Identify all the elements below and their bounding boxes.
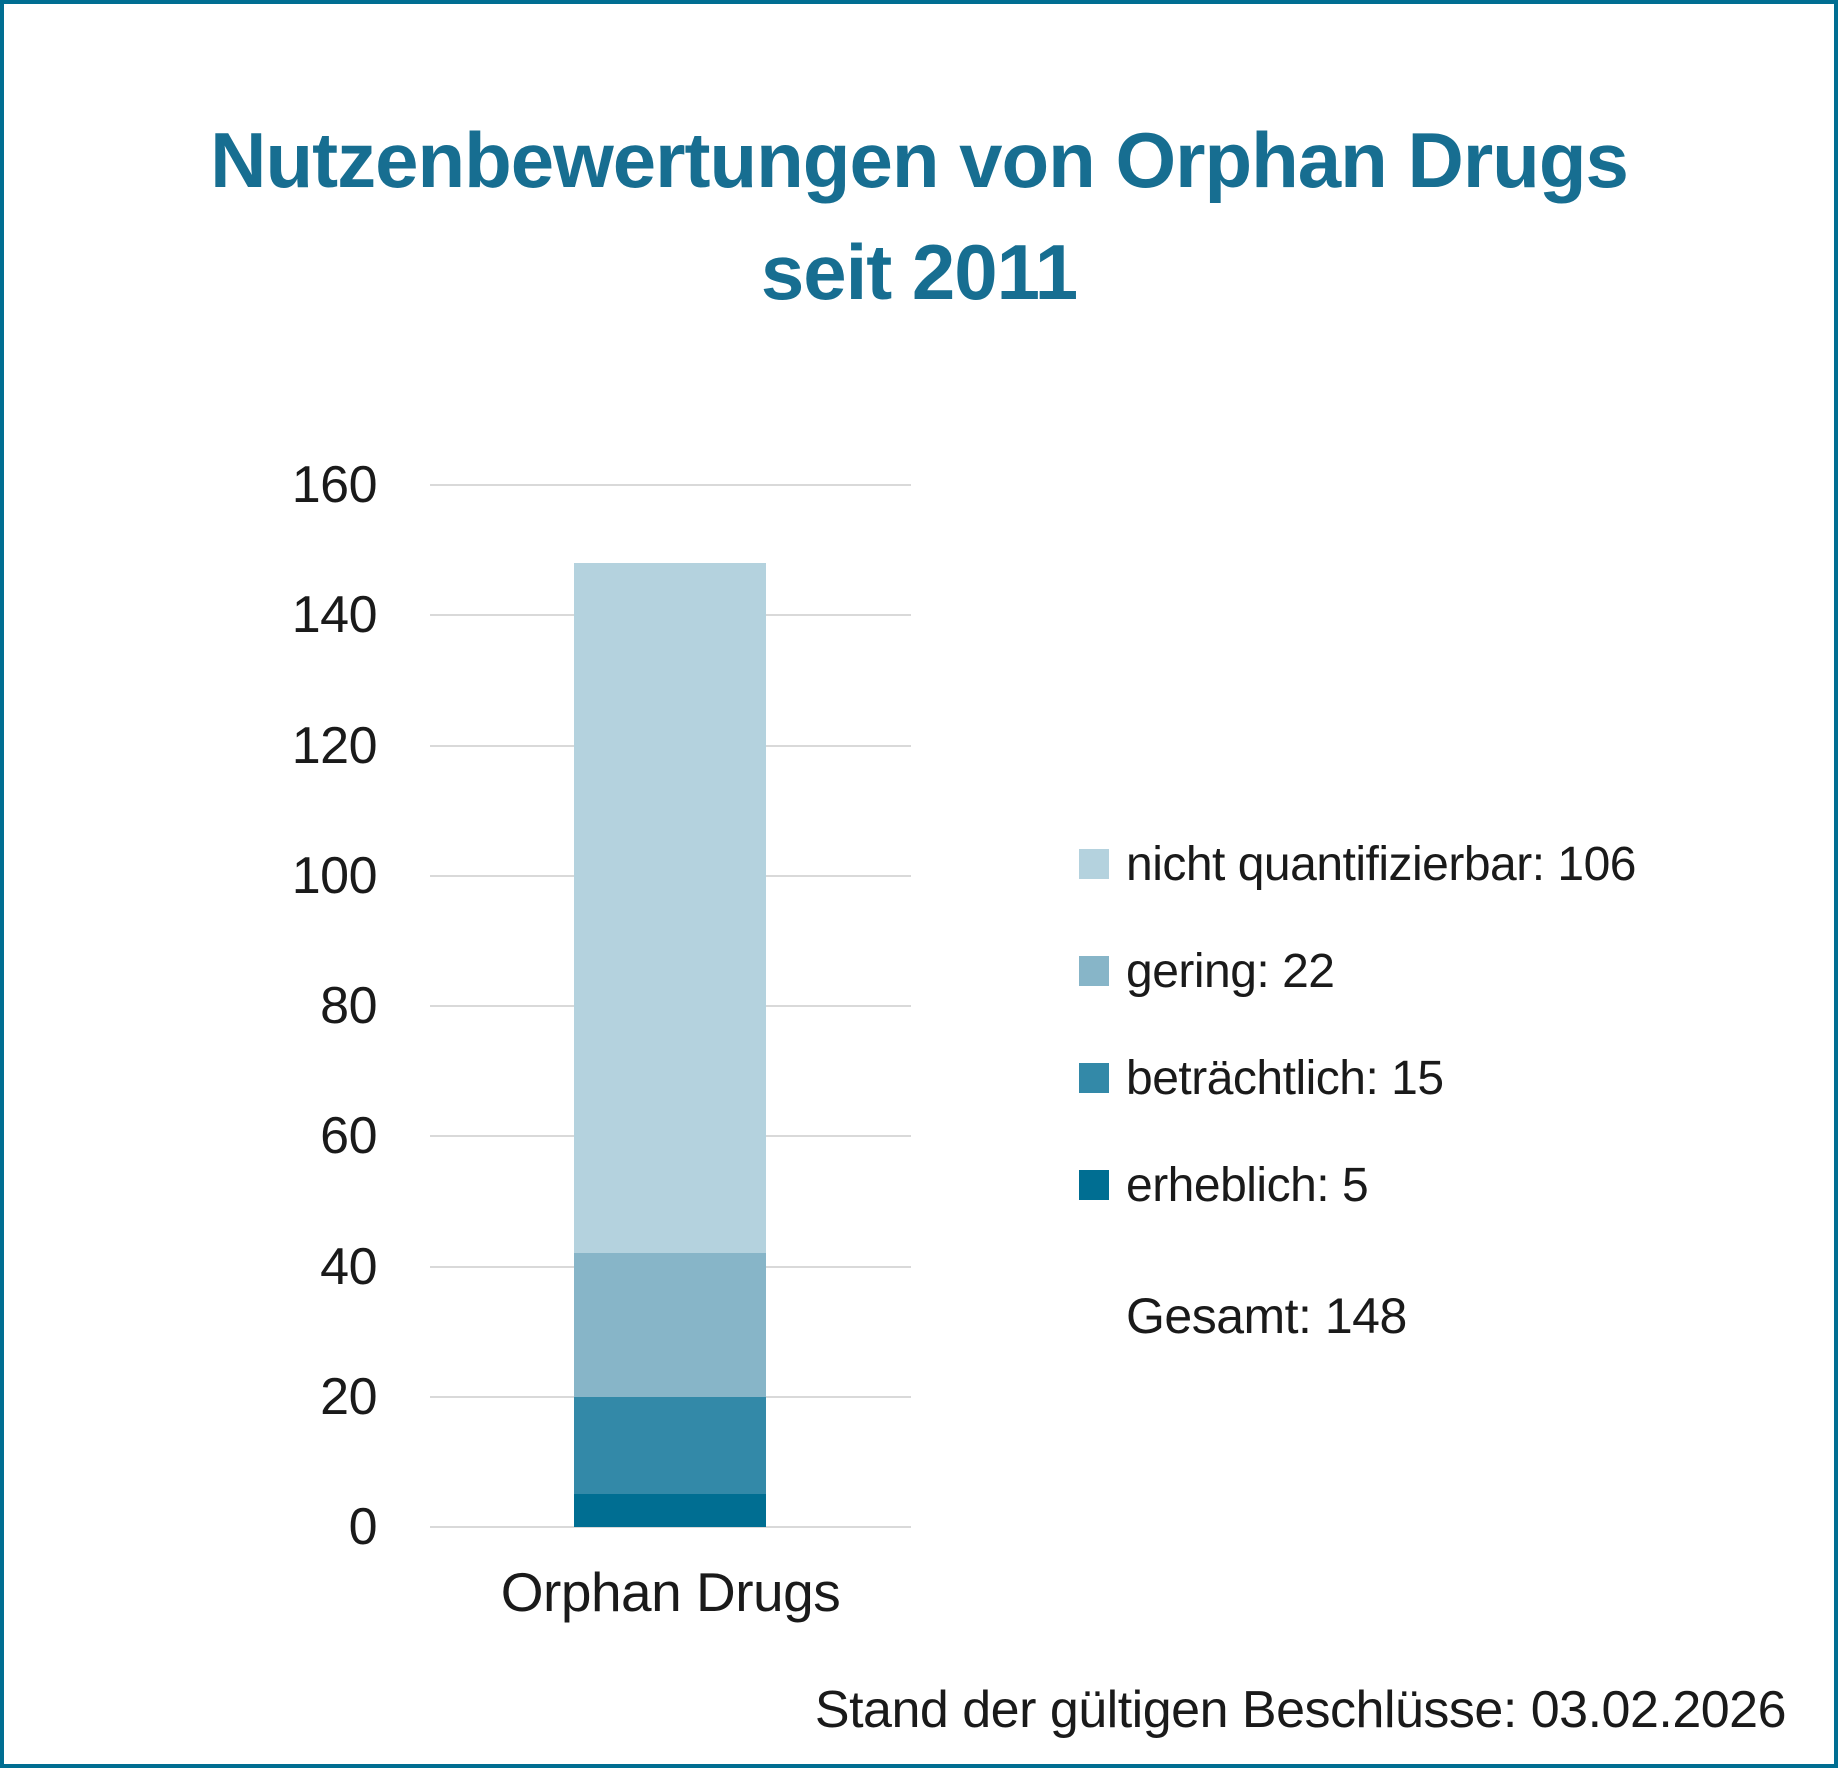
legend-swatch <box>1079 1063 1109 1093</box>
legend-item: nicht quantifizierbar: 106 <box>1079 838 1636 891</box>
gridline <box>430 1526 911 1528</box>
y-tick-label: 40 <box>320 1237 377 1296</box>
y-tick-label: 160 <box>291 456 378 514</box>
legend-label: gering: 22 <box>1126 944 1335 998</box>
legend-swatch <box>1079 849 1109 879</box>
gridline <box>430 484 911 486</box>
bar-segment-nicht-quantifizierbar <box>574 563 766 1254</box>
total-label: Gesamt: 148 <box>1126 1288 1407 1344</box>
legend-label: erheblich: 5 <box>1126 1158 1369 1212</box>
legend-item: beträchtlich: 15 <box>1079 1052 1444 1105</box>
legend-label: beträchtlich: 15 <box>1126 1051 1444 1105</box>
y-tick-label: 20 <box>320 1367 377 1426</box>
legend-item: gering: 22 <box>1079 945 1335 998</box>
chart-title: Nutzenbewertungen von Orphan Drugs seit … <box>44 104 1794 328</box>
chart-title-line1: Nutzenbewertungen von Orphan Drugs <box>210 116 1629 204</box>
y-tick-label: 100 <box>291 846 378 905</box>
y-tick-label: 120 <box>291 716 378 775</box>
status-note: Stand der gültigen Beschlüsse: 03.02.202… <box>814 1681 1787 1739</box>
plot-area: 160 140 120 100 80 60 40 20 0 Orphan Drugs <box>4 4 1834 1764</box>
stacked-bar <box>574 563 766 1527</box>
y-tick-label: 140 <box>291 586 378 645</box>
legend-swatch <box>1079 956 1109 986</box>
y-tick-label: 60 <box>320 1107 377 1166</box>
bar-segment-beträchtlich <box>574 1396 766 1495</box>
x-axis-label: Orphan Drugs <box>500 1561 841 1623</box>
legend-label: nicht quantifizierbar: 106 <box>1126 837 1636 891</box>
y-tick-label: 0 <box>348 1498 378 1556</box>
bar-segment-erheblich <box>574 1494 766 1527</box>
y-tick-label: 80 <box>320 977 377 1035</box>
chart-title-line2: seit 2011 <box>760 228 1078 316</box>
legend-item: erheblich: 5 <box>1079 1159 1369 1212</box>
legend-swatch <box>1079 1170 1109 1200</box>
bar-segment-gering <box>574 1253 766 1397</box>
